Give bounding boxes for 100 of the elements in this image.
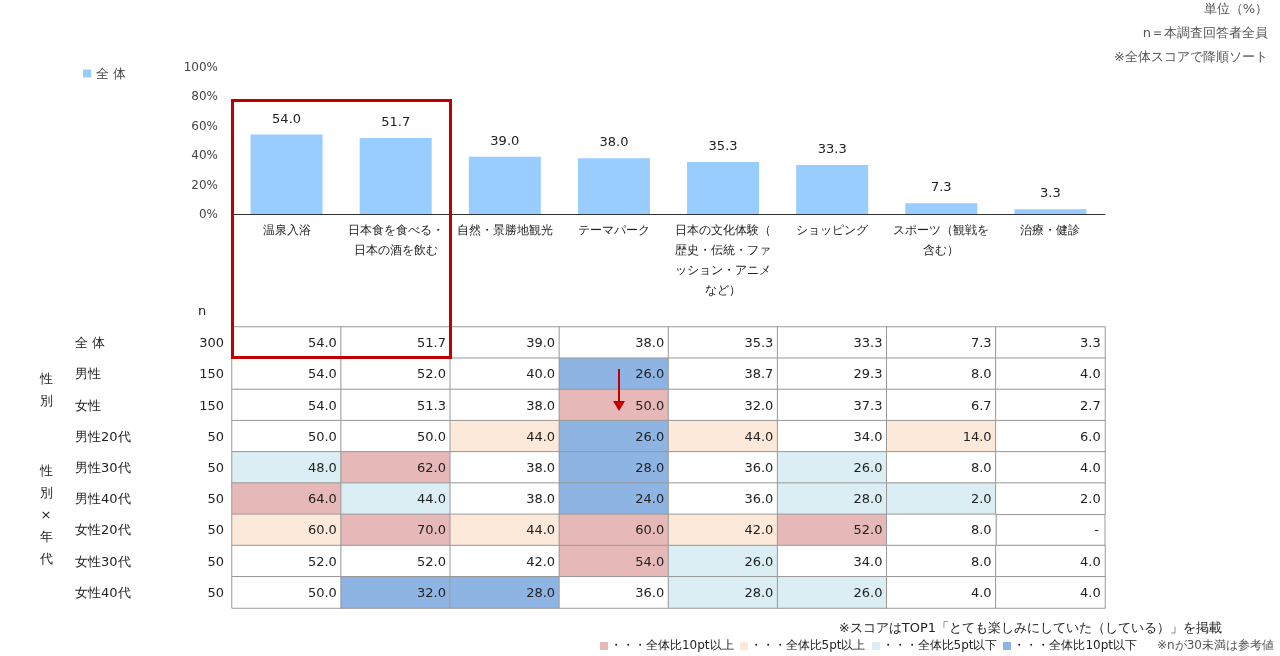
x-tick-label: 治療・健診: [1020, 223, 1081, 237]
y-tick-label: 男性30代: [75, 460, 131, 475]
data-label: 28.0: [744, 584, 774, 600]
data-label: 70.0: [417, 522, 446, 538]
data-label: 64.0: [307, 491, 337, 507]
y-tick-label: 20%: [191, 177, 218, 192]
bar: [796, 165, 869, 214]
data-label: 37.3: [853, 397, 883, 413]
data-label: 4.0: [1080, 460, 1101, 475]
data-label: 8.0: [970, 366, 992, 382]
data-label: 26.0: [853, 584, 883, 600]
data-label: 44.0: [526, 428, 556, 444]
data-label: 4.0: [1080, 584, 1101, 600]
y2-tick-label: 150: [199, 397, 224, 413]
bar: [250, 134, 323, 214]
data-label: 8.0: [970, 553, 992, 569]
y2-tick-label: 50: [207, 428, 224, 444]
data-label: 2.7: [1080, 397, 1101, 413]
data-label: 26.0: [635, 366, 665, 382]
y2-axis-title: n: [198, 303, 207, 318]
y-tick-label: 女性20代: [75, 522, 131, 538]
data-label: 39.0: [490, 132, 520, 148]
data-label: 52.0: [853, 522, 883, 538]
data-label: 38.7: [744, 366, 774, 382]
data-label: 28.0: [853, 491, 883, 507]
data-label: 44.0: [417, 491, 446, 507]
data-label: 38.0: [526, 491, 556, 507]
text: 単位（%）: [1203, 1, 1268, 16]
data-label: 28.0: [635, 460, 665, 475]
data-label: 6.0: [1080, 428, 1101, 444]
text: 性別: [38, 370, 53, 408]
data-label: 33.3: [817, 141, 847, 157]
text: 性別×年代: [38, 462, 53, 566]
data-label: 26.0: [744, 553, 774, 569]
x-tick-label: 温泉入浴: [262, 223, 311, 237]
data-label: 33.3: [853, 335, 883, 351]
data-label: 29.3: [853, 366, 883, 382]
x-tick-label: 日本食を食べる・日本の酒を飲む: [347, 223, 444, 257]
data-label: 36.0: [744, 460, 774, 475]
data-label: 54.0: [307, 397, 337, 413]
x-tick-label: スポーツ（観戦を含む）: [893, 223, 990, 257]
y-tick-label: 100%: [183, 60, 218, 74]
y2-tick-label: 50: [207, 491, 224, 507]
y-tick-label: 男性: [75, 366, 101, 382]
data-label: 54.0: [307, 366, 337, 382]
data-label: 52.0: [307, 553, 337, 569]
text: ・・・全体比10pt以下: [1013, 637, 1138, 654]
data-label: 3.3: [1080, 335, 1101, 351]
y2-tick-label: 150: [199, 366, 224, 382]
data-label: 50.0: [307, 584, 337, 600]
data-label: 4.0: [1080, 553, 1101, 569]
data-label: 35.3: [744, 335, 774, 351]
data-label: 50.0: [635, 397, 665, 413]
y-tick-label: 女性40代: [75, 584, 131, 600]
text: ・・・全体比10pt以上: [609, 637, 734, 654]
data-label: 35.3: [708, 138, 738, 154]
data-label: 6.7: [970, 397, 992, 413]
data-label: 50.0: [417, 428, 446, 444]
data-label: 54.0: [635, 553, 665, 569]
data-label: 34.0: [853, 428, 883, 444]
data-label: 34.0: [853, 553, 883, 569]
text: n＝本調査回答者全員: [1142, 25, 1268, 40]
data-label: 60.0: [635, 522, 665, 538]
y2-tick-label: 50: [207, 584, 224, 600]
x-tick-label: 自然・景勝地観光: [456, 223, 553, 237]
data-label: 50.0: [307, 428, 337, 444]
y-tick-label: 60%: [191, 118, 218, 133]
data-label: 42.0: [744, 522, 774, 538]
data-label: 14.0: [962, 428, 992, 444]
data-label: 7.3: [970, 335, 992, 351]
text: ※スコアはTOP1「とても楽しみにしていた（している）」を掲載: [838, 620, 1223, 635]
data-label: 52.0: [417, 553, 446, 569]
data-label: 24.0: [635, 491, 665, 507]
y-tick-label: 女性30代: [75, 553, 131, 569]
y2-tick-label: 300: [199, 335, 224, 351]
data-label: 52.0: [417, 366, 446, 382]
data-label: 44.0: [526, 522, 556, 538]
text: ※全体スコアで降順ソート: [1114, 49, 1268, 64]
text: ・・・全体比5pt以上: [749, 637, 866, 654]
data-label: 36.0: [635, 584, 665, 600]
data-label: 54.0: [307, 335, 337, 351]
bar: [577, 158, 650, 214]
data-label: 4.0: [970, 584, 992, 600]
data-label: 3.3: [1040, 185, 1061, 201]
data-label: 39.0: [526, 335, 556, 351]
bar: [468, 156, 541, 214]
data-label: 28.0: [526, 584, 556, 600]
data-label: 2.0: [1080, 491, 1101, 507]
bar: [1014, 209, 1087, 214]
y-tick-label: 80%: [191, 89, 218, 104]
y-tick-label: 男性40代: [75, 491, 131, 507]
data-label: 8.0: [970, 460, 992, 475]
data-label: 51.7: [381, 114, 411, 129]
x-tick-label: 日本の文化体験（歴史・伝統・ファッション・アニメなど）: [675, 223, 772, 297]
data-label: 51.7: [417, 335, 446, 351]
text: -: [1094, 522, 1099, 538]
y-tick-label: 全 体: [75, 335, 106, 351]
data-label: 4.0: [1080, 366, 1101, 382]
data-label: 38.0: [599, 134, 629, 150]
data-label: 51.3: [417, 397, 446, 413]
